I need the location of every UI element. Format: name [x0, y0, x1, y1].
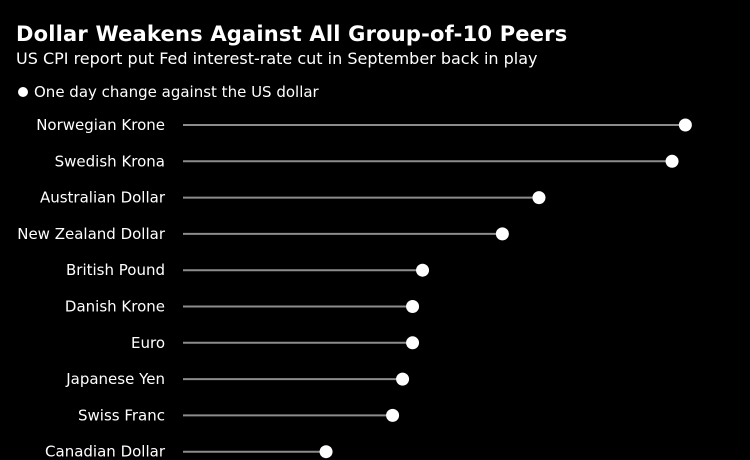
- category-label: Canadian Dollar: [45, 443, 166, 460]
- chart-subtitle: US CPI report put Fed interest-rate cut …: [16, 49, 538, 68]
- data-point: [386, 408, 400, 422]
- category-label: Euro: [131, 334, 165, 352]
- data-point: [396, 372, 410, 386]
- data-point: [319, 445, 333, 459]
- data-point: [532, 191, 546, 205]
- data-point: [678, 118, 692, 132]
- category-label: Australian Dollar: [40, 189, 166, 207]
- category-label: Japanese Yen: [65, 370, 165, 388]
- data-point: [406, 336, 420, 350]
- category-label: Norwegian Krone: [36, 116, 165, 134]
- category-label: Swiss Franc: [78, 406, 165, 424]
- legend-label: One day change against the US dollar: [34, 83, 319, 101]
- category-label: New Zealand Dollar: [17, 225, 166, 243]
- data-point: [416, 263, 430, 277]
- data-point: [495, 227, 509, 241]
- chart-title: Dollar Weakens Against All Group-of-10 P…: [16, 22, 568, 46]
- category-label: British Pound: [66, 261, 165, 279]
- data-point: [665, 154, 679, 168]
- legend: One day change against the US dollar: [18, 83, 319, 101]
- legend-marker: [18, 87, 28, 97]
- category-label: Swedish Krona: [55, 152, 165, 170]
- category-label: Danish Krone: [65, 298, 165, 316]
- data-point: [406, 300, 420, 313]
